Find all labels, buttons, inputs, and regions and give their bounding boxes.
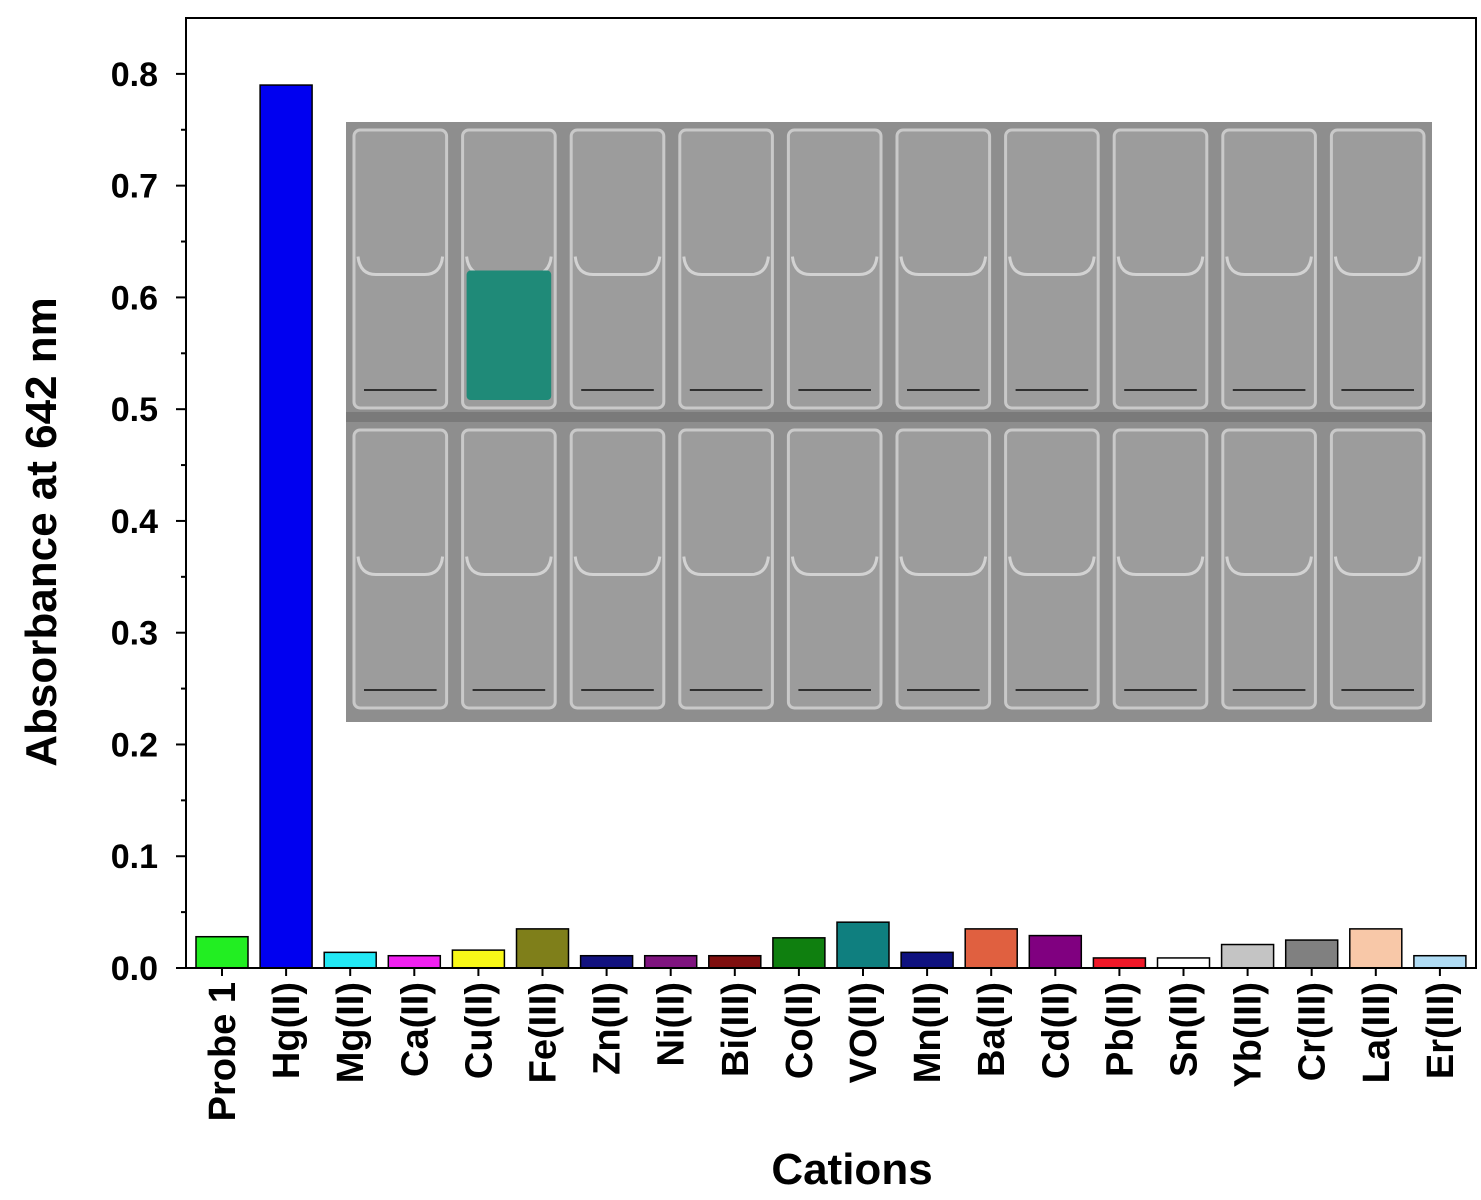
x-tick-label: Mn(II) [907,982,949,1083]
y-tick-label: 0.1 [111,838,158,876]
x-tick-label: Probe 1 [202,982,244,1121]
bar-la-iii [1349,928,1403,969]
x-tick-label: La(III) [1356,982,1398,1083]
plot-frame [185,17,1477,969]
x-tick-label: Er(III) [1420,982,1462,1079]
bar-cu-ii [451,949,506,969]
x-tick-label: Ni(II) [651,982,693,1066]
x-tick-label: Yb(III) [1228,982,1270,1088]
x-tick-label: Cd(II) [1035,982,1077,1079]
cuvette [1329,128,1426,410]
cuvette-meniscus [1225,556,1313,577]
y-tick-label: 0.5 [111,391,158,429]
cuvette-meniscus [790,556,879,577]
bar-pb-ii [1092,957,1147,969]
bar-er-iii [1413,954,1467,969]
x-tick-label: Cu(II) [458,982,500,1079]
cuvette-meniscus [1008,256,1096,277]
x-axis-ticks: Probe 1 Hg(II) Mg(II) Ca(II) Cu(II) Fe(III) Zn… [202,968,1462,1121]
x-tick-label: Mg(II) [330,982,372,1083]
bar-sn-ii [1156,957,1211,969]
cuvette [1112,428,1209,710]
y-tick-label: 0.3 [111,615,158,653]
cuvette [1004,128,1100,410]
bar-series [195,84,1467,969]
cuvette [569,428,666,710]
bar-ca-ii [387,954,442,969]
y-tick-label: 0.7 [111,168,158,206]
bar-cd-ii [1028,934,1083,969]
x-tick-label: Ca(II) [394,982,436,1077]
cuvette [1221,128,1317,410]
bar-probe-1 [195,935,249,969]
cuvette-meniscus [1116,556,1205,577]
cuvette-meniscus [356,556,445,577]
cuvette-meniscus [573,556,662,577]
cuvette [678,128,774,410]
bar-ba-ii [964,928,1018,969]
x-tick-label: VO(II) [843,982,885,1083]
y-tick-label: 0.0 [111,950,158,988]
cuvette-meniscus [682,556,770,577]
x-tick-label: Sn(II) [1164,982,1206,1077]
bar-cr-iii [1284,939,1339,969]
y-tick-label: 0.2 [111,726,158,764]
y-axis-ticks: 0.0 0.1 0.2 0.3 0.4 0.5 0.6 0.7 0.8 [111,56,186,988]
x-axis-title: Cations [771,1145,932,1194]
bar-fe-iii [515,928,570,969]
x-tick-label: Pb(II) [1099,982,1141,1077]
x-tick-label: Co(II) [779,982,821,1079]
x-tick-label: Cr(III) [1292,982,1334,1081]
cuvette-meniscus [1116,256,1205,277]
x-tick-label: Ba(II) [971,982,1013,1077]
cuvette [895,128,992,410]
x-tick-label: Bi(III) [715,982,757,1077]
bar-zn-ii [579,954,634,969]
bar-co-ii [772,937,826,969]
y-tick-label: 0.4 [111,503,158,541]
bar-vo-ii [836,921,890,969]
x-tick-label: Fe(III) [523,982,565,1083]
cuvette-meniscus [682,256,770,277]
cuvette-meniscus [1333,256,1422,277]
cuvette-meniscus [1333,556,1422,577]
cuvette [569,128,666,410]
bar-bi-iii [708,954,762,969]
cuvette-photo-inset [346,122,1432,722]
cuvette [352,128,449,410]
cuvette-meniscus [1008,556,1096,577]
colored-solution [466,270,552,400]
cuvette-meniscus [1225,256,1313,277]
cuvette-meniscus [465,556,553,577]
cuvette [1004,428,1100,710]
cuvette [786,128,883,410]
cuvette-meniscus [899,556,988,577]
cuvette [461,428,557,710]
cuvette-meniscus [899,256,988,277]
bar-ni-ii [643,954,698,969]
cuvette-meniscus [790,256,879,277]
x-tick-label: Hg(II) [266,982,308,1079]
cuvette [895,428,992,710]
bar-mn-ii [900,951,954,969]
y-axis-title: Absorbance at 642 nm [17,297,66,767]
bar-yb-iii [1220,943,1275,969]
cuvette [1112,128,1209,410]
cuvette [678,428,774,710]
x-tick-label: Zn(II) [587,982,629,1075]
cuvette-meniscus [356,256,445,277]
cuvette [1221,428,1317,710]
cuvette-meniscus [573,256,662,277]
y-tick-label: 0.6 [111,279,158,317]
y-tick-label: 0.8 [111,56,158,94]
cuvette [1329,428,1426,710]
rack-divider [346,412,1432,422]
cuvette [786,428,883,710]
bar-mg-ii [323,951,377,969]
cuvette [352,428,449,710]
bar-hg-ii [259,84,313,969]
